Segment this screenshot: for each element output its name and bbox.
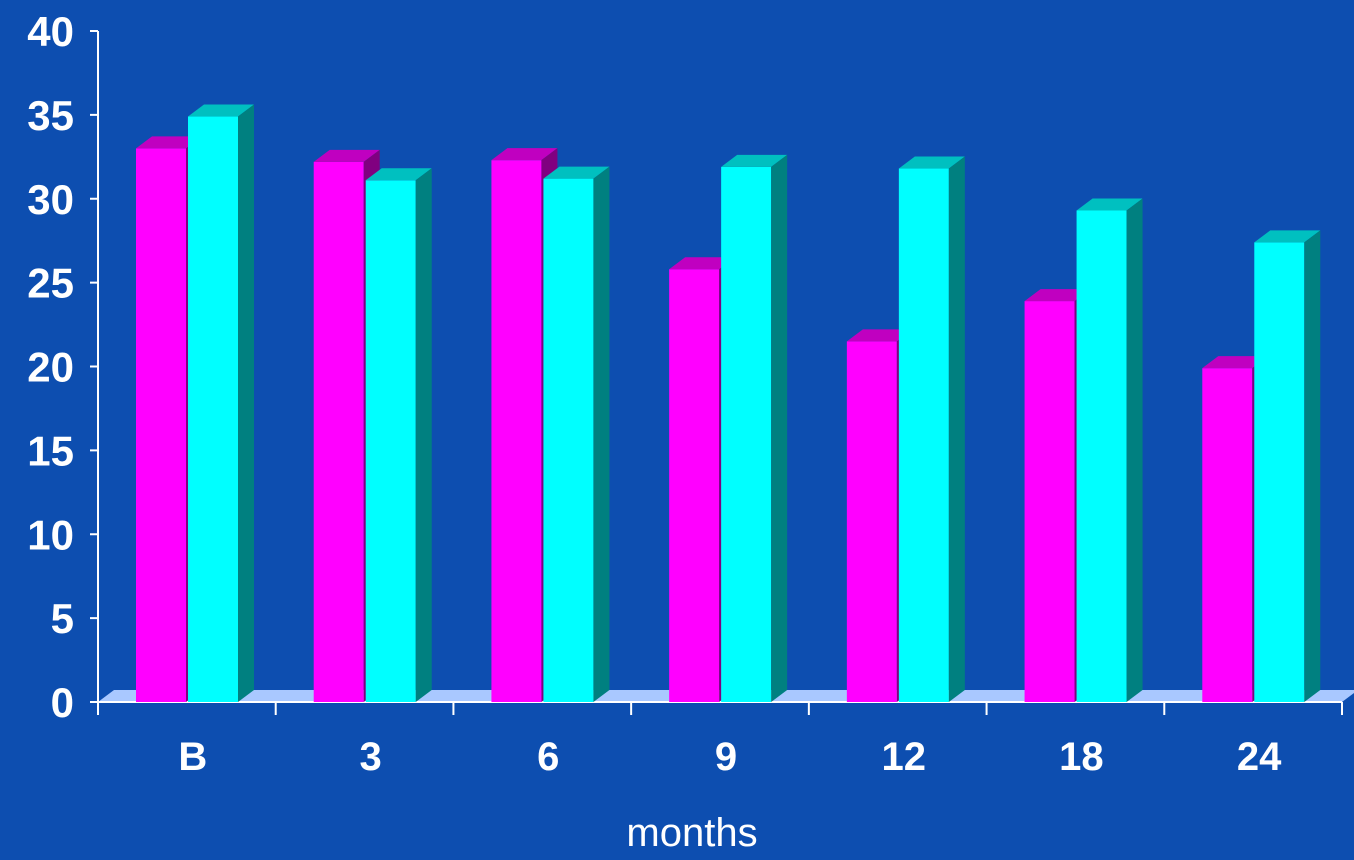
- bar-top: [188, 104, 254, 117]
- bar-top: [365, 168, 432, 181]
- bar-front: [721, 166, 772, 702]
- bar-top: [543, 166, 610, 179]
- y-tick-label: 40: [27, 8, 74, 55]
- bar-front: [898, 168, 949, 702]
- bar-side: [771, 154, 788, 702]
- bar-side: [948, 156, 965, 702]
- bar-top: [1202, 356, 1269, 369]
- x-tick-label: 18: [1059, 735, 1104, 779]
- bar-top: [669, 257, 736, 270]
- y-tick-label: 10: [27, 511, 74, 558]
- bar-top: [491, 148, 558, 161]
- bar: [543, 166, 610, 702]
- y-tick-label: 35: [27, 92, 74, 139]
- bar-front: [365, 180, 416, 703]
- bar-front: [188, 116, 238, 703]
- y-tick-label: 25: [27, 260, 74, 307]
- x-tick-label: 3: [359, 735, 381, 779]
- y-tick-label: 15: [27, 427, 74, 474]
- bar-top: [1076, 198, 1143, 211]
- bar-side: [1126, 198, 1143, 702]
- bar-side: [593, 166, 610, 702]
- bar: [365, 168, 432, 703]
- bar-top: [721, 154, 788, 167]
- x-tick-label: 6: [537, 735, 559, 779]
- y-tick-label: 30: [27, 176, 74, 223]
- bar: [721, 154, 788, 702]
- x-tick-label: 12: [881, 735, 926, 779]
- x-tick-label: B: [178, 735, 207, 779]
- bar-front: [846, 341, 897, 702]
- bar-top: [313, 149, 380, 162]
- bar-top: [136, 136, 202, 149]
- bar-side: [238, 104, 254, 703]
- bar-top: [846, 329, 913, 342]
- bar-side: [1304, 230, 1321, 703]
- y-tick-label: 20: [27, 344, 74, 391]
- bar-top: [1254, 230, 1321, 243]
- bar-side: [415, 168, 432, 703]
- bar-front: [669, 269, 720, 702]
- bar: [1076, 198, 1143, 702]
- bar-front: [1076, 210, 1127, 702]
- bar-front: [136, 148, 186, 703]
- bar: [188, 104, 254, 703]
- x-tick-label: 24: [1237, 735, 1282, 779]
- y-tick-label: 5: [51, 595, 74, 642]
- bar-front: [543, 178, 594, 702]
- x-tick-label: 9: [715, 735, 737, 779]
- bar-top: [1024, 289, 1091, 302]
- bar-front: [313, 161, 364, 703]
- bar-top: [898, 156, 965, 169]
- bar-front: [491, 160, 542, 703]
- y-tick-label: 0: [51, 679, 74, 726]
- bar-front: [1254, 242, 1305, 703]
- bar: [1254, 230, 1321, 703]
- x-axis-title: months: [626, 811, 757, 855]
- bar-front: [1202, 368, 1253, 702]
- bar: [898, 156, 965, 702]
- bar-front: [1024, 301, 1075, 702]
